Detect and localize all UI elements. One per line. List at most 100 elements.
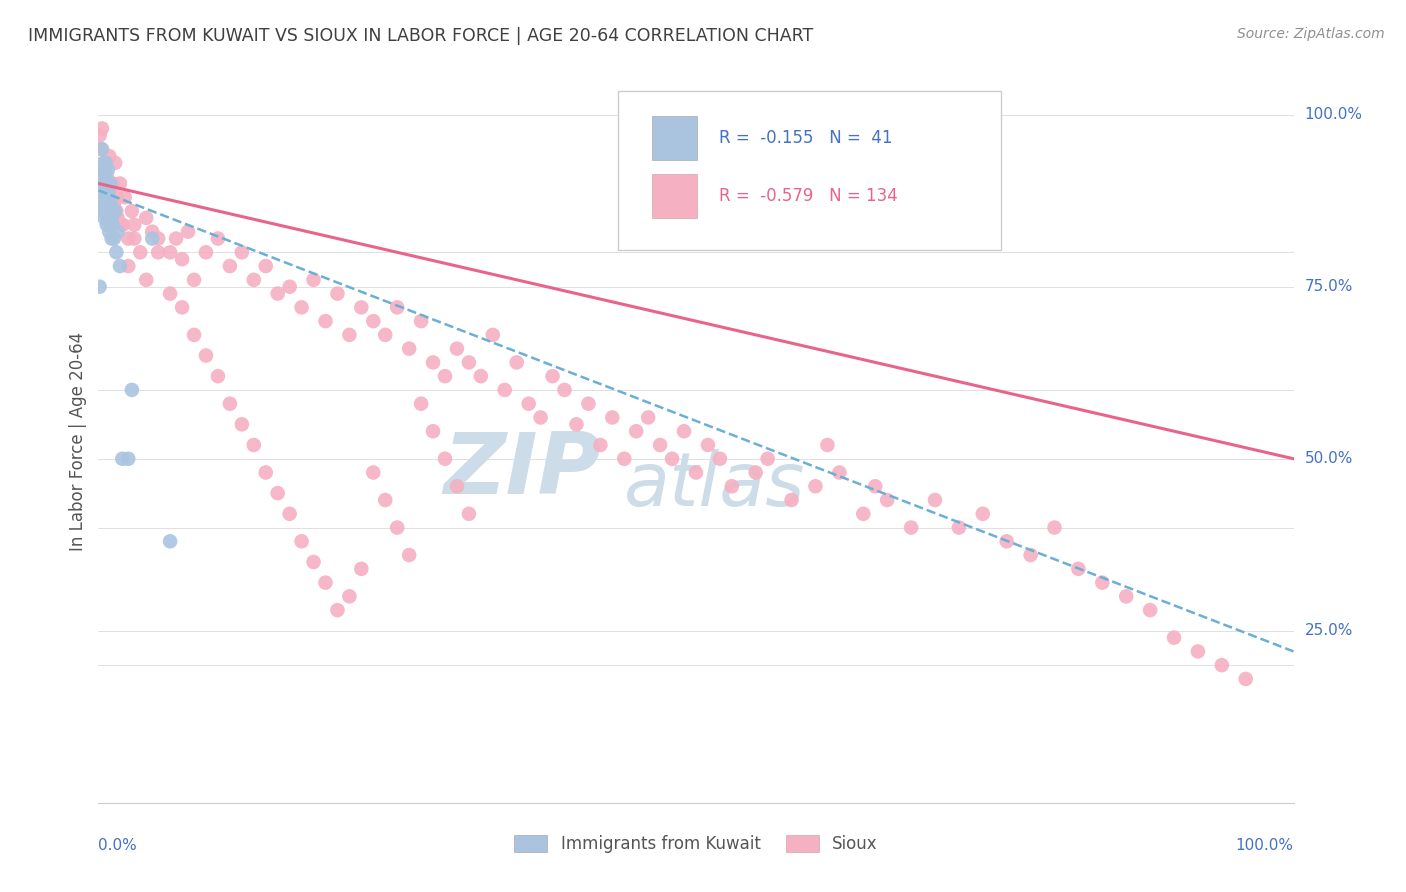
Point: [350, 562, 373, 576]
Point: [804, 479, 827, 493]
Point: [315, 575, 337, 590]
Point: [148, 231, 170, 245]
Point: [100, 204, 122, 219]
Point: [422, 424, 444, 438]
Point: [530, 410, 553, 425]
Point: [111, 218, 134, 232]
Point: [434, 451, 457, 466]
Point: [98, 204, 121, 219]
Point: [745, 466, 768, 480]
Point: [1211, 658, 1233, 673]
Point: [90, 142, 112, 156]
Point: [121, 383, 143, 397]
Point: [93, 162, 115, 177]
Point: [98, 177, 122, 191]
Point: [481, 327, 505, 342]
Point: [1115, 590, 1137, 604]
Point: [96, 197, 118, 211]
Point: [1187, 644, 1209, 658]
Text: atlas: atlas: [624, 449, 806, 521]
Point: [972, 507, 994, 521]
Point: [1043, 520, 1066, 534]
Point: [172, 252, 194, 267]
Point: [159, 286, 181, 301]
Text: R =  -0.579   N = 134: R = -0.579 N = 134: [718, 187, 897, 205]
Point: [111, 218, 134, 232]
Point: [1163, 631, 1185, 645]
Text: 75.0%: 75.0%: [1305, 279, 1353, 294]
Point: [243, 273, 266, 287]
Point: [101, 218, 124, 232]
Point: [195, 349, 218, 363]
Point: [94, 156, 117, 170]
Text: 100.0%: 100.0%: [1236, 838, 1294, 853]
Point: [91, 204, 114, 219]
Point: [100, 231, 122, 245]
Point: [107, 225, 129, 239]
Point: [458, 355, 481, 369]
Point: [517, 397, 540, 411]
Point: [326, 603, 349, 617]
Point: [422, 355, 444, 369]
Point: [97, 183, 120, 197]
Point: [721, 479, 744, 493]
Point: [291, 301, 314, 315]
Point: [363, 314, 385, 328]
Point: [105, 245, 128, 260]
Point: [98, 149, 121, 163]
Y-axis label: In Labor Force | Age 20-64: In Labor Force | Age 20-64: [69, 332, 87, 551]
Point: [172, 301, 194, 315]
Point: [141, 225, 163, 239]
Point: [326, 286, 349, 301]
Point: [93, 197, 115, 211]
Point: [411, 314, 433, 328]
Point: [148, 245, 170, 260]
Point: [434, 369, 457, 384]
Point: [565, 417, 588, 432]
Point: [278, 279, 301, 293]
Point: [108, 259, 131, 273]
Point: [302, 273, 325, 287]
Text: IMMIGRANTS FROM KUWAIT VS SIOUX IN LABOR FORCE | AGE 20-64 CORRELATION CHART: IMMIGRANTS FROM KUWAIT VS SIOUX IN LABOR…: [28, 27, 813, 45]
Point: [124, 218, 146, 232]
Point: [219, 397, 242, 411]
Point: [446, 479, 468, 493]
Point: [363, 466, 385, 480]
Point: [243, 438, 266, 452]
Text: Source: ZipAtlas.com: Source: ZipAtlas.com: [1237, 27, 1385, 41]
Point: [91, 177, 114, 191]
Point: [470, 369, 492, 384]
Point: [108, 177, 131, 191]
Point: [135, 211, 157, 225]
Point: [254, 466, 277, 480]
Point: [91, 162, 114, 177]
Point: [94, 204, 117, 219]
Point: [506, 355, 529, 369]
Point: [828, 466, 851, 480]
Point: [91, 190, 114, 204]
Point: [159, 534, 181, 549]
Point: [94, 177, 117, 191]
Point: [815, 438, 838, 452]
Point: [1019, 548, 1042, 562]
Point: [1139, 603, 1161, 617]
Point: [97, 162, 120, 177]
Point: [302, 555, 325, 569]
Point: [685, 466, 707, 480]
Point: [541, 369, 564, 384]
FancyBboxPatch shape: [652, 117, 697, 160]
Point: [602, 410, 624, 425]
Point: [876, 493, 898, 508]
Point: [91, 156, 114, 170]
Point: [183, 327, 205, 342]
Point: [648, 438, 672, 452]
Point: [1067, 562, 1090, 576]
Point: [589, 438, 612, 452]
Point: [207, 369, 229, 384]
Point: [93, 183, 115, 197]
Point: [852, 507, 875, 521]
Point: [91, 142, 114, 156]
Point: [98, 190, 121, 204]
Point: [129, 245, 152, 260]
Point: [1234, 672, 1257, 686]
